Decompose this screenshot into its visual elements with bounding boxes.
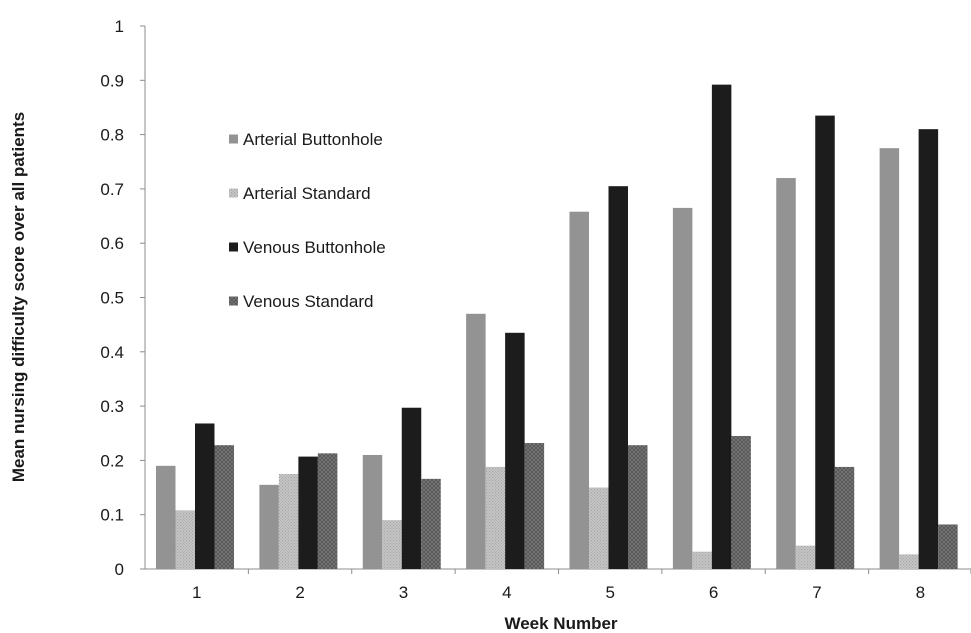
x-axis-ticks: 1 2 3 4 5 6 7 8 [192, 569, 971, 602]
x-tick-label: 7 [812, 583, 821, 602]
legend-swatch [229, 242, 238, 252]
x-tick-label: 6 [709, 583, 718, 602]
x-tick-label: 8 [916, 583, 925, 602]
legend-label: Arterial Buttonhole [243, 130, 383, 149]
x-tick-label: 4 [502, 583, 511, 602]
y-tick-label: 0.8 [100, 126, 124, 145]
bar-venous-buttonhole-week-1 [195, 423, 215, 569]
legend-swatch [229, 296, 238, 306]
bar-arterial-standard-week-4 [485, 466, 506, 569]
bar-arterial-buttonhole-week-4 [466, 313, 486, 569]
bar-venous-standard-week-7 [834, 466, 855, 569]
bar-venous-buttonhole-week-2 [298, 456, 318, 569]
bar-arterial-standard-week-7 [795, 545, 816, 569]
legend-label: Venous Standard [243, 292, 373, 311]
bar-arterial-buttonhole-week-6 [672, 207, 693, 569]
bar-arterial-buttonhole-week-3 [362, 454, 383, 569]
bar-venous-buttonhole-week-4 [505, 332, 525, 569]
bar-arterial-standard-week-3 [382, 520, 402, 569]
y-tick-label: 0.6 [100, 234, 124, 253]
bar-venous-buttonhole-week-3 [401, 407, 422, 569]
bar-venous-buttonhole-week-6 [711, 84, 732, 570]
bar-arterial-standard-week-5 [589, 487, 609, 569]
legend-swatch [229, 188, 238, 198]
y-tick-label: 0.1 [100, 506, 124, 525]
y-axis-title: Mean nursing difficulty score over all p… [9, 112, 28, 482]
bar-venous-buttonhole-week-5 [608, 186, 628, 569]
bar-arterial-buttonhole-week-8 [879, 148, 900, 570]
legend: Arterial Buttonhole Arterial Standard Veno… [229, 130, 386, 311]
x-axis-title: Week Number [504, 614, 617, 633]
x-tick-label: 2 [295, 583, 304, 602]
bar-arterial-standard-week-8 [899, 554, 919, 569]
y-tick-label: 0.7 [100, 180, 124, 199]
x-tick-label: 1 [192, 583, 201, 602]
y-tick-label: 0.5 [100, 289, 124, 308]
bar-venous-standard-week-5 [628, 445, 648, 569]
bar-venous-buttonhole-week-7 [815, 115, 835, 569]
legend-label: Venous Buttonhole [243, 238, 386, 257]
bar-arterial-buttonhole-week-2 [259, 484, 279, 569]
y-tick-label: 0.4 [100, 343, 124, 362]
bar-venous-standard-week-2 [317, 453, 338, 569]
bar-arterial-standard-week-2 [278, 473, 299, 569]
y-tick-label: 0.3 [100, 397, 124, 416]
bar-arterial-standard-week-6 [692, 551, 712, 569]
bars [156, 84, 958, 570]
bar-venous-standard-week-6 [731, 435, 751, 569]
legend-label: Arterial Standard [243, 184, 371, 203]
bar-arterial-buttonhole-week-7 [776, 178, 796, 570]
bar-arterial-buttonhole-week-5 [569, 211, 589, 569]
bar-venous-buttonhole-week-8 [918, 129, 939, 570]
bar-arterial-standard-week-1 [175, 510, 195, 569]
bar-venous-standard-week-3 [421, 478, 441, 569]
bar-venous-standard-week-4 [524, 443, 545, 569]
x-tick-label: 3 [399, 583, 408, 602]
y-tick-label: 0.9 [100, 71, 124, 90]
x-tick-label: 5 [605, 583, 614, 602]
bar-venous-standard-week-1 [214, 445, 234, 569]
bar-arterial-buttonhole-week-1 [156, 465, 176, 569]
y-axis-ticks: 0 0.1 0.2 0.3 0.4 0.5 0.6 0.7 0.8 0.9 1 [100, 17, 145, 579]
y-tick-label: 0.2 [100, 451, 124, 470]
legend-swatch [229, 134, 238, 144]
y-tick-label: 1 [115, 17, 124, 36]
bar-venous-standard-week-8 [938, 524, 958, 569]
y-tick-label: 0 [115, 560, 124, 579]
